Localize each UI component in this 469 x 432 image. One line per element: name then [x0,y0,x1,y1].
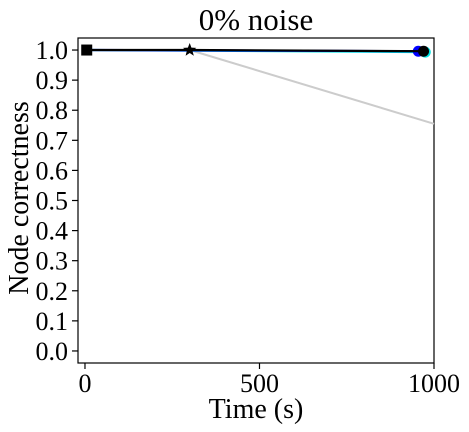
y-tick-label: 1.0 [36,36,69,65]
square-marker [81,44,93,56]
x-axis-label: Time (s) [209,394,304,425]
y-tick-label: 0.7 [36,126,69,155]
y-tick-label: 0.6 [36,156,69,185]
plot-area: 0 500 1000 0.00.10.20.30.40.50.60.70.80.91.… [36,36,461,398]
y-tick-label: 0.3 [36,247,69,276]
x-tick-label: 0 [78,369,91,398]
y-tick-label: 0.9 [36,66,69,95]
y-tick-label: 0.2 [36,277,69,306]
chart-title: 0% noise [199,2,314,37]
y-tick-label: 0.4 [36,217,69,246]
y-axis-label: Node correctness [4,101,35,295]
x-tick-label: 1000 [408,369,460,398]
series-end-point-3 [418,45,430,57]
y-tick-label: 0.0 [36,337,69,366]
star-marker [183,43,197,56]
y-tick-label: 0.8 [36,96,69,125]
plot-frame [77,37,435,364]
y-tick-label: 0.5 [36,187,69,216]
x-tick-label: 500 [240,369,279,398]
series-line-0 [189,49,435,125]
series-line-3 [86,48,424,53]
y-tick-label: 0.1 [36,307,69,336]
